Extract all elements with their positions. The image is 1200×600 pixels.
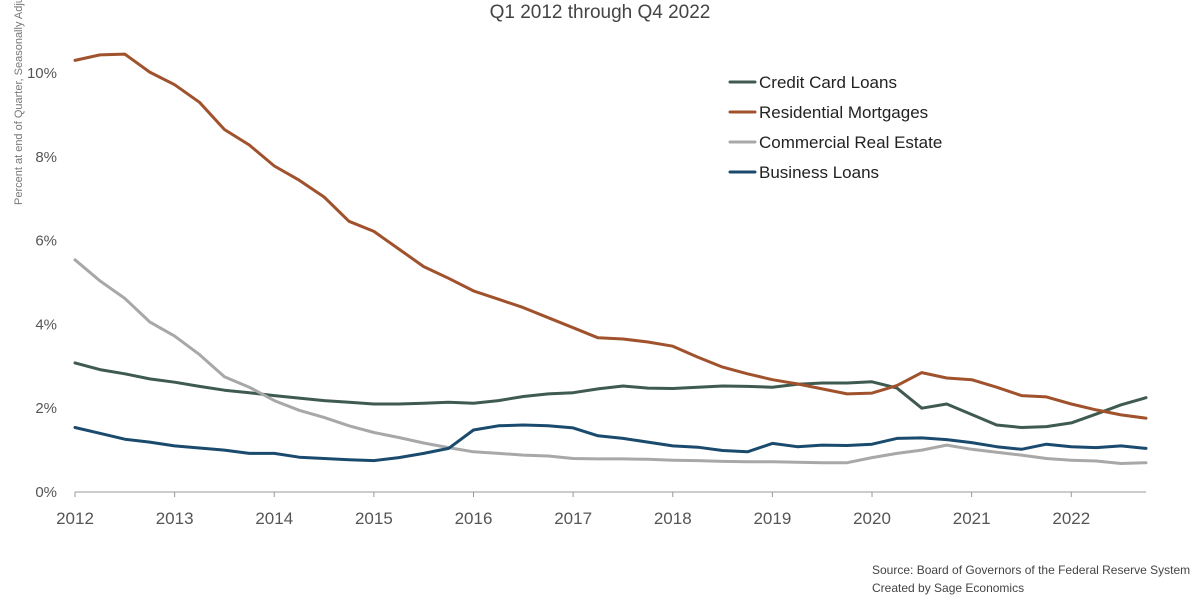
x-tick-label: 2015 xyxy=(355,509,393,528)
axes: 0% 2% 4% 6% 8% 10% 2012 2013 2014 2015 2016 2017 201… xyxy=(27,65,1146,528)
chart-subtitle: Q1 2012 through Q4 2022 xyxy=(490,2,711,23)
y-tick-label: 0% xyxy=(35,484,57,501)
x-tick-label: 2022 xyxy=(1052,509,1090,528)
x-tick-label: 2016 xyxy=(455,509,493,528)
legend-label-commercial-real-estate: Commercial Real Estate xyxy=(759,133,942,152)
series-line-credit-card-loans xyxy=(73,361,1148,429)
y-axis-label: Percent at end of Quarter, Seasonally Ad… xyxy=(13,0,25,205)
x-tick-label: 2018 xyxy=(654,509,692,528)
y-tick-label: 8% xyxy=(35,149,57,166)
x-tick-label: 2020 xyxy=(853,509,891,528)
x-tick-label: 2019 xyxy=(753,509,791,528)
y-tick-label: 10% xyxy=(27,65,57,82)
y-tick-label: 2% xyxy=(35,400,57,417)
series-lines xyxy=(73,52,1148,465)
x-tick-label: 2021 xyxy=(953,509,991,528)
x-tick-label: 2014 xyxy=(255,509,293,528)
y-tick-label: 4% xyxy=(35,316,57,333)
x-tick-label: 2017 xyxy=(554,509,592,528)
series-line-commercial-real-estate xyxy=(73,258,1148,465)
series-line-business-loans xyxy=(73,423,1148,463)
legend: Credit Card Loans Residential Mortgages Co… xyxy=(728,73,942,182)
series-line-residential-mortgages xyxy=(73,52,1148,420)
x-tick-label: 2013 xyxy=(156,509,194,528)
created-by-line: Created by Sage Economics xyxy=(872,581,1024,595)
legend-label-credit-card-loans: Credit Card Loans xyxy=(759,73,897,92)
x-tick-label: 2012 xyxy=(56,509,94,528)
source-line: Source: Board of Governors of the Federa… xyxy=(872,563,1190,577)
y-tick-label: 6% xyxy=(35,233,57,250)
legend-label-business-loans: Business Loans xyxy=(759,163,879,182)
legend-label-residential-mortgages: Residential Mortgages xyxy=(759,103,928,122)
